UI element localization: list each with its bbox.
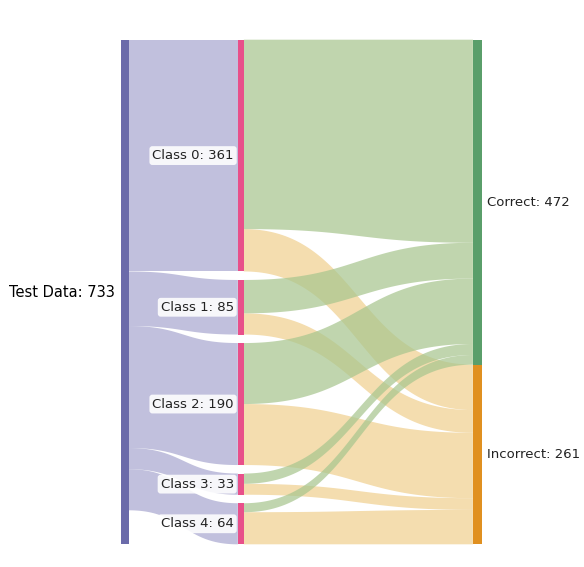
Text: Class 3: 33: Class 3: 33 [161,477,234,490]
Polygon shape [244,40,473,243]
Bar [121,40,129,544]
Text: Class 1: 85: Class 1: 85 [161,301,234,314]
Bar [238,280,244,335]
Text: Class 4: 64: Class 4: 64 [161,517,234,530]
Bar [238,40,244,272]
Polygon shape [129,272,238,335]
Polygon shape [244,314,473,433]
Polygon shape [244,510,473,544]
Polygon shape [244,355,473,512]
Polygon shape [129,40,238,272]
Bar [473,365,482,544]
Polygon shape [129,448,238,495]
Text: Class 2: 190: Class 2: 190 [152,397,234,411]
Polygon shape [244,278,473,404]
Text: Incorrect: 261: Incorrect: 261 [487,448,580,461]
Bar [473,40,482,365]
Bar [238,503,244,544]
Text: Test Data: 733: Test Data: 733 [9,285,115,299]
Polygon shape [129,326,238,465]
Bar [238,473,244,495]
Polygon shape [244,229,473,410]
Text: Class 0: 361: Class 0: 361 [152,149,234,162]
Polygon shape [129,469,238,544]
Bar [238,343,244,465]
Polygon shape [244,404,473,498]
Polygon shape [244,344,473,484]
Polygon shape [244,243,473,314]
Polygon shape [244,484,473,510]
Text: Correct: 472: Correct: 472 [487,196,570,209]
